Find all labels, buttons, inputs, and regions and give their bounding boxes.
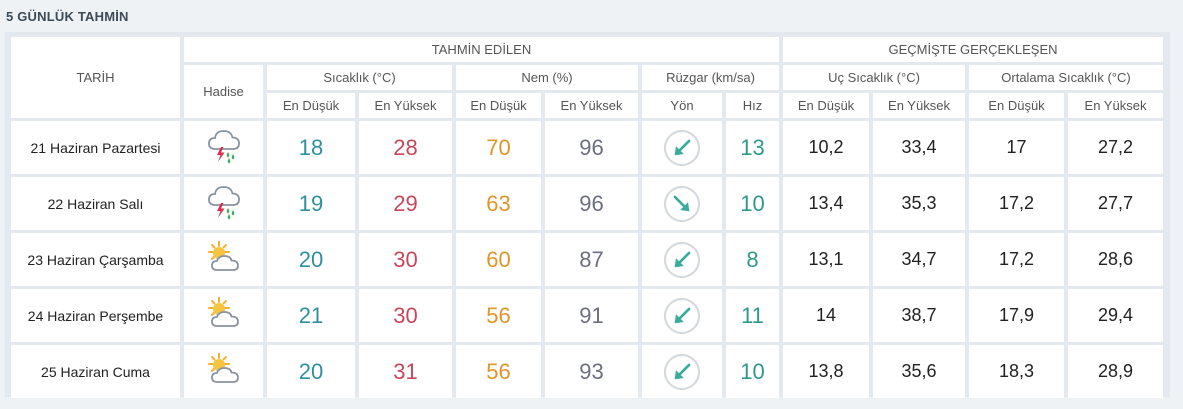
row-temp-max: 29: [359, 177, 452, 230]
subheader-hum-min: En Düşük: [456, 93, 541, 118]
row-temp-max: 30: [359, 233, 452, 286]
row-wind-speed: 10: [726, 345, 779, 398]
subheader-wind-speed: Hız: [726, 93, 779, 118]
row-hum-max: 96: [545, 121, 638, 174]
row-ext-min: 13,8: [783, 345, 869, 398]
table-row: 25 Haziran Cuma 20 31 56 93 10 13,8 35,6…: [11, 345, 1163, 398]
subheader-hum-max: En Yüksek: [545, 93, 638, 118]
partly-cloudy-icon: [204, 349, 244, 389]
row-wind-dir: [642, 233, 722, 286]
row-wind-dir: [642, 177, 722, 230]
row-date: 23 Haziran Çarşamba: [11, 233, 180, 286]
row-ext-min: 13,4: [783, 177, 869, 230]
subheader-wind-dir: Yön: [642, 93, 722, 118]
row-wind-speed: 11: [726, 289, 779, 342]
row-hum-max: 96: [545, 177, 638, 230]
table-row: 22 Haziran Salı 19 29 63 96 10 13,4 35,3…: [11, 177, 1163, 230]
row-hum-max: 87: [545, 233, 638, 286]
row-avg-min: 18,3: [969, 345, 1064, 398]
row-date: 25 Haziran Cuma: [11, 345, 180, 398]
subheader-avg-min: En Düşük: [969, 93, 1064, 118]
wind-direction-icon: [642, 296, 722, 336]
row-temp-min: 18: [267, 121, 355, 174]
row-ext-max: 35,6: [873, 345, 965, 398]
header-past-group: GEÇMİŞTE GERÇEKLEŞEN: [783, 37, 1163, 62]
wind-direction-icon: [642, 352, 722, 392]
row-hum-min: 56: [456, 345, 541, 398]
row-avg-max: 27,2: [1068, 121, 1163, 174]
row-hum-min: 56: [456, 289, 541, 342]
row-date: 22 Haziran Salı: [11, 177, 180, 230]
page-title: 5 GÜNLÜK TAHMİN: [6, 9, 129, 24]
row-hum-min: 60: [456, 233, 541, 286]
partly-cloudy-icon: [204, 293, 244, 333]
header-event: Hadise: [184, 65, 263, 118]
row-temp-max: 30: [359, 289, 452, 342]
forecast-table-frame: TARİH TAHMİN EDİLEN GEÇMİŞTE GERÇEKLEŞEN…: [5, 32, 1170, 398]
row-wind-speed: 8: [726, 233, 779, 286]
header-humidity: Nem (%): [456, 65, 638, 90]
row-wind-dir: [642, 289, 722, 342]
subheader-avg-max: En Yüksek: [1068, 93, 1163, 118]
subheader-ext-min: En Düşük: [783, 93, 869, 118]
thunderstorm-rain-icon: [204, 181, 244, 221]
row-wind-dir: [642, 345, 722, 398]
subheader-ext-max: En Yüksek: [873, 93, 965, 118]
header-wind: Rüzgar (km/sa): [642, 65, 779, 90]
row-hum-max: 91: [545, 289, 638, 342]
row-avg-max: 28,9: [1068, 345, 1163, 398]
row-hum-max: 93: [545, 345, 638, 398]
table-row: 23 Haziran Çarşamba 20 30 60 87 8 13,1 3…: [11, 233, 1163, 286]
row-temp-max: 31: [359, 345, 452, 398]
thunderstorm-rain-icon: [204, 125, 244, 165]
row-avg-max: 28,6: [1068, 233, 1163, 286]
wind-direction-icon: [642, 240, 722, 280]
wind-direction-icon: [642, 128, 722, 168]
subheader-temp-max: En Yüksek: [359, 93, 452, 118]
row-event: [184, 233, 263, 286]
row-wind-speed: 10: [726, 177, 779, 230]
header-avg-temp: Ortalama Sıcaklık (°C): [969, 65, 1163, 90]
row-temp-min: 21: [267, 289, 355, 342]
row-date: 24 Haziran Perşembe: [11, 289, 180, 342]
row-avg-max: 29,4: [1068, 289, 1163, 342]
header-extreme-temp: Uç Sıcaklık (°C): [783, 65, 965, 90]
row-event: [184, 121, 263, 174]
row-temp-min: 20: [267, 345, 355, 398]
row-ext-min: 10,2: [783, 121, 869, 174]
row-temp-min: 20: [267, 233, 355, 286]
row-event: [184, 345, 263, 398]
row-ext-max: 34,7: [873, 233, 965, 286]
table-row: 24 Haziran Perşembe 21 30 56 91 11 14 38…: [11, 289, 1163, 342]
row-hum-min: 70: [456, 121, 541, 174]
header-date: TARİH: [11, 37, 180, 118]
row-ext-max: 33,4: [873, 121, 965, 174]
partly-cloudy-icon: [204, 237, 244, 277]
subheader-temp-min: En Düşük: [267, 93, 355, 118]
row-wind-speed: 13: [726, 121, 779, 174]
row-temp-min: 19: [267, 177, 355, 230]
row-avg-min: 17: [969, 121, 1064, 174]
table-row: 21 Haziran Pazartesi 18 28 70 96 13 10,2…: [11, 121, 1163, 174]
row-ext-max: 35,3: [873, 177, 965, 230]
wind-direction-icon: [642, 184, 722, 224]
row-event: [184, 177, 263, 230]
row-ext-max: 38,7: [873, 289, 965, 342]
row-ext-min: 13,1: [783, 233, 869, 286]
row-avg-min: 17,9: [969, 289, 1064, 342]
row-avg-min: 17,2: [969, 233, 1064, 286]
row-wind-dir: [642, 121, 722, 174]
header-forecast-group: TAHMİN EDİLEN: [184, 37, 779, 62]
row-date: 21 Haziran Pazartesi: [11, 121, 180, 174]
row-temp-max: 28: [359, 121, 452, 174]
row-hum-min: 63: [456, 177, 541, 230]
header-temperature: Sıcaklık (°C): [267, 65, 452, 90]
forecast-table: TARİH TAHMİN EDİLEN GEÇMİŞTE GERÇEKLEŞEN…: [7, 34, 1167, 401]
row-avg-max: 27,7: [1068, 177, 1163, 230]
row-avg-min: 17,2: [969, 177, 1064, 230]
row-event: [184, 289, 263, 342]
row-ext-min: 14: [783, 289, 869, 342]
